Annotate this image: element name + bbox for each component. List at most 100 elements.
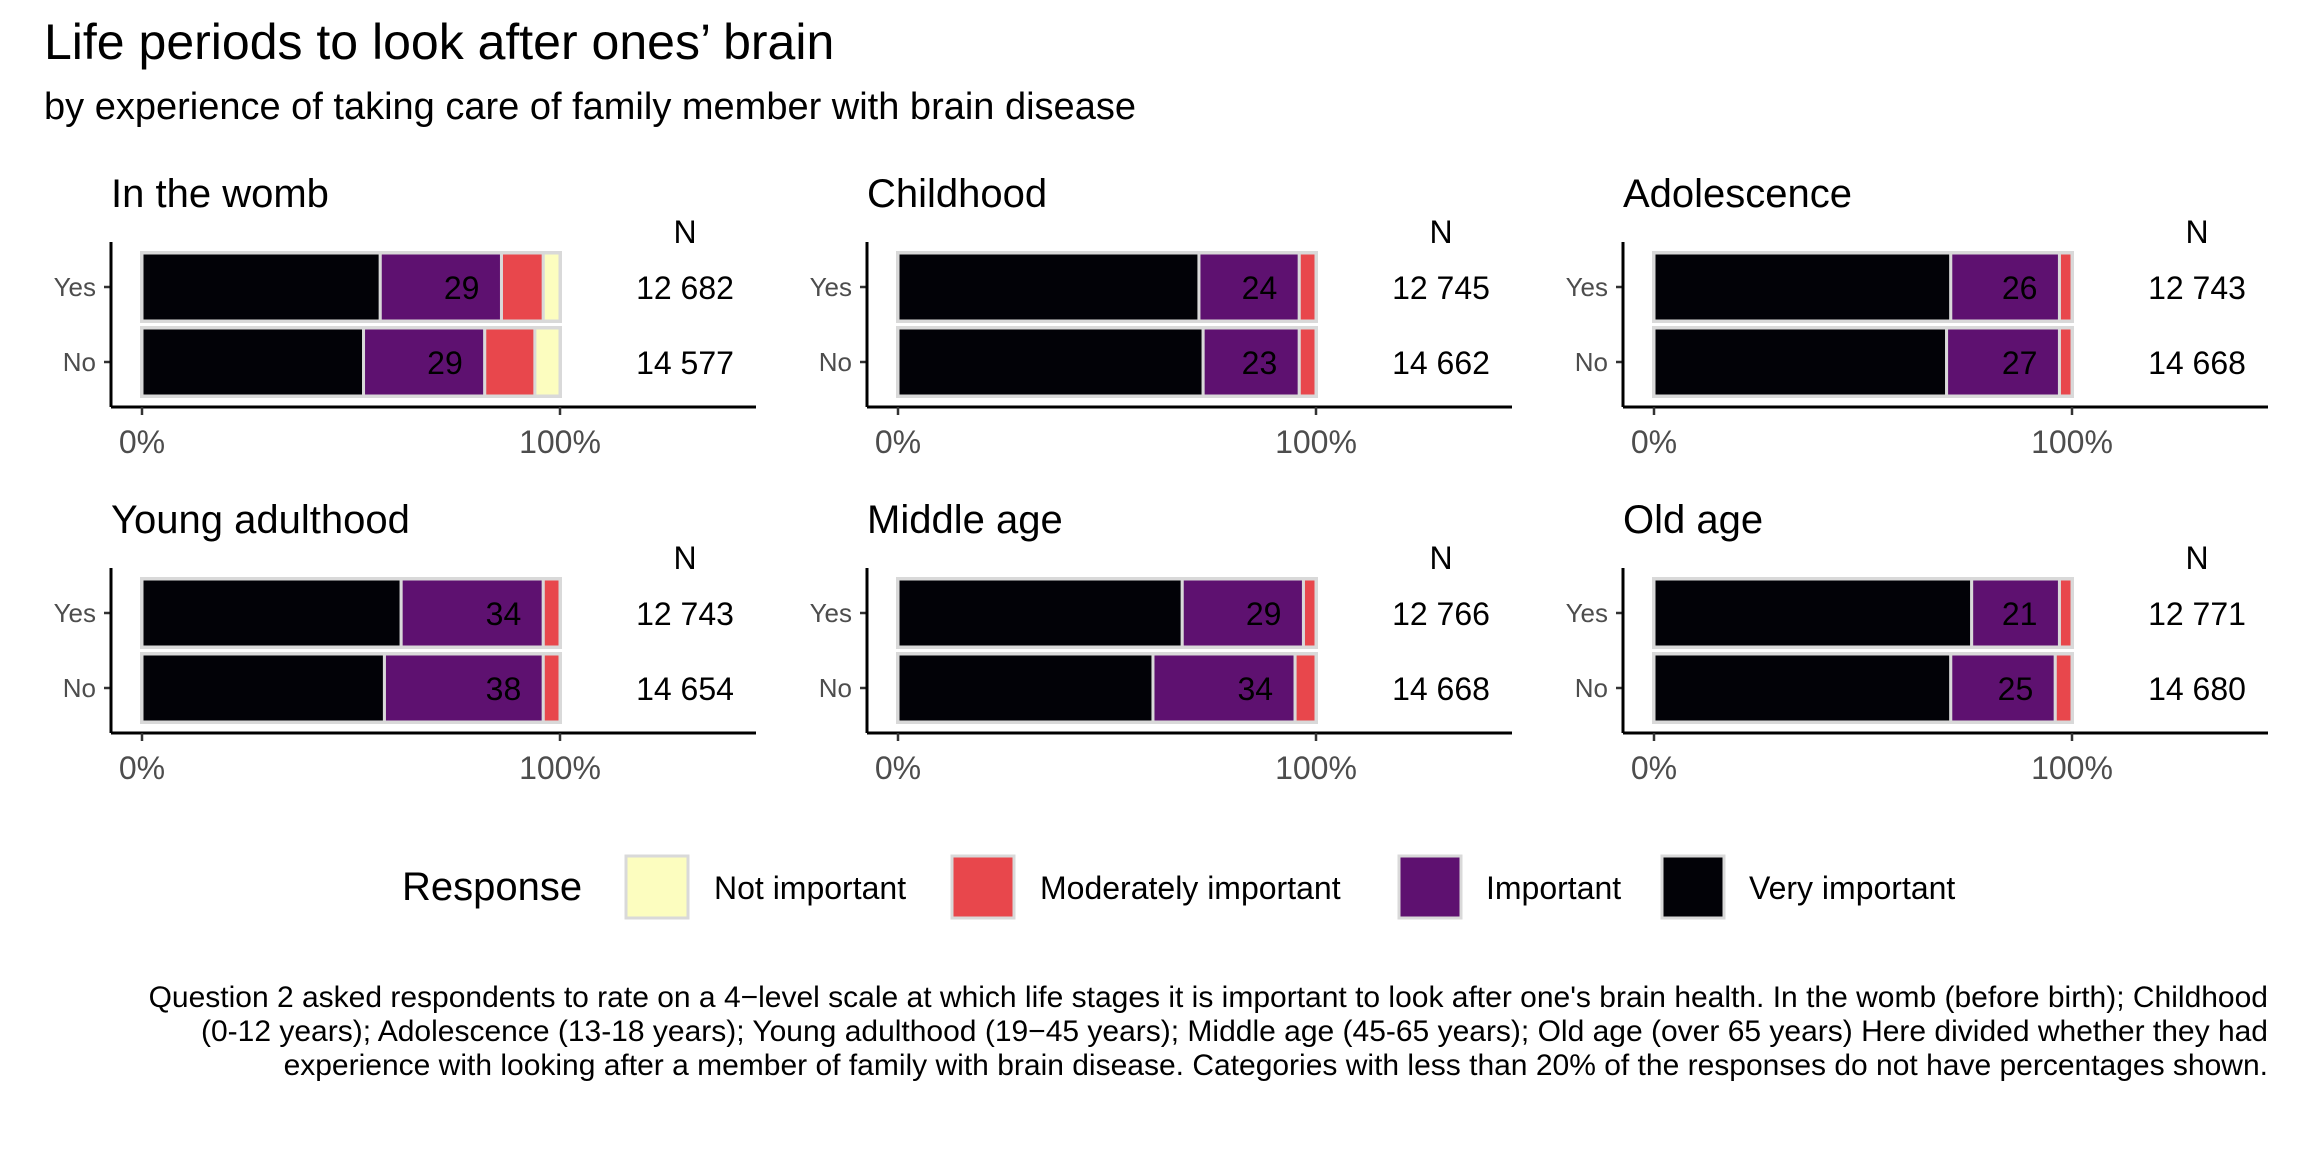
- bar-segment-important: [1949, 652, 2057, 724]
- data-label: 24: [1242, 270, 1278, 306]
- x-tick-label: 100%: [519, 424, 601, 460]
- n-header: N: [2185, 540, 2208, 576]
- x-tick-label: 0%: [875, 750, 921, 786]
- bar-segment-moderately-important: [1297, 251, 1318, 323]
- y-tick-label: No: [1575, 347, 1608, 377]
- y-tick-label: Yes: [810, 598, 852, 628]
- data-label: 29: [444, 270, 480, 306]
- n-value: 14 662: [1392, 345, 1490, 381]
- x-tick-label: 100%: [1275, 750, 1357, 786]
- panel-title: In the womb: [111, 172, 329, 216]
- y-tick-label: No: [63, 673, 96, 703]
- bar-segment-very-important: [896, 326, 1205, 398]
- y-tick-label: Yes: [1566, 598, 1608, 628]
- x-tick-label: 100%: [2031, 424, 2113, 460]
- legend-key-very-important: [1660, 854, 1726, 920]
- x-tick-label: 100%: [2031, 750, 2113, 786]
- n-header: N: [1429, 540, 1452, 576]
- panel-title: Adolescence: [1623, 172, 1852, 216]
- y-tick-label: Yes: [54, 272, 96, 302]
- bar-segment-very-important: [140, 326, 366, 398]
- bar-segment-important: [1949, 251, 2061, 323]
- n-value: 12 771: [2148, 596, 2246, 632]
- n-value: 14 668: [2148, 345, 2246, 381]
- legend-key-moderately-important: [950, 854, 1016, 920]
- n-header: N: [673, 214, 696, 250]
- chart-title: Life periods to look after ones’ brain: [44, 14, 835, 70]
- bar-segment-very-important: [1652, 577, 1974, 649]
- x-tick-label: 100%: [519, 750, 601, 786]
- bar-segment-important: [362, 326, 487, 398]
- data-label: 21: [2002, 596, 2038, 632]
- bar-segment-very-important: [1652, 251, 1953, 323]
- data-label: 34: [486, 596, 522, 632]
- n-header: N: [1429, 214, 1452, 250]
- bar-segment-not-important: [533, 326, 562, 398]
- x-tick-label: 0%: [119, 424, 165, 460]
- panel-title: Old age: [1623, 498, 1763, 542]
- legend-key-important: [1397, 854, 1463, 920]
- y-tick-label: Yes: [1566, 272, 1608, 302]
- panel-childhood: Childhood N 24 Yes 12 745 23 No 14 662 0% 100%: [810, 172, 1512, 460]
- n-value: 12 743: [636, 596, 734, 632]
- panel-in-the-womb: In the womb N 29 Yes 12 682 29 No 14 577 0% 100%: [54, 172, 756, 460]
- n-value: 14 654: [636, 671, 734, 707]
- n-value: 14 680: [2148, 671, 2246, 707]
- y-tick-label: No: [1575, 673, 1608, 703]
- n-value: 12 682: [636, 270, 734, 306]
- bar-segment-important: [1180, 577, 1305, 649]
- x-tick-label: 0%: [119, 750, 165, 786]
- data-label: 25: [1998, 671, 2034, 707]
- bar-segment-moderately-important: [2057, 326, 2074, 398]
- bar-segment-moderately-important: [1297, 326, 1318, 398]
- bar-segment-important: [1197, 251, 1301, 323]
- bar-segment-very-important: [896, 577, 1184, 649]
- x-tick-label: 0%: [1631, 424, 1677, 460]
- y-tick-label: No: [819, 673, 852, 703]
- bar-segment-very-important: [140, 577, 403, 649]
- bar-segment-important: [378, 251, 503, 323]
- legend-label: Important: [1486, 870, 1621, 906]
- bar-segment-very-important: [140, 251, 382, 323]
- bar-segment-very-important: [1652, 326, 1949, 398]
- legend-label: Not important: [714, 870, 906, 906]
- x-tick-label: 100%: [1275, 424, 1357, 460]
- panel-old-age: Old age N 21 Yes 12 771 25 No 14 680 0% 100%: [1566, 498, 2268, 786]
- bar-segment-moderately-important: [2057, 251, 2074, 323]
- x-tick-label: 0%: [875, 424, 921, 460]
- bar-segment-not-important: [541, 251, 562, 323]
- data-label: 34: [1238, 671, 1274, 707]
- bar-segment-very-important: [896, 251, 1201, 323]
- y-tick-label: No: [63, 347, 96, 377]
- bar-segment-very-important: [1652, 652, 1953, 724]
- data-label: 26: [2002, 270, 2038, 306]
- bar-segment-important: [399, 577, 545, 649]
- data-label: 27: [2002, 345, 2038, 381]
- bar-segment-moderately-important: [2053, 652, 2074, 724]
- panel-young-adulthood: Young adulthood N 34 Yes 12 743 38 No 14 654 0% 1…: [54, 498, 756, 786]
- panel-title: Middle age: [867, 498, 1063, 542]
- panel-title: Young adulthood: [111, 498, 410, 542]
- chart-subtitle: by experience of taking care of family m…: [44, 86, 1136, 128]
- x-tick-label: 0%: [1631, 750, 1677, 786]
- chart-caption: Question 2 asked respondents to rate on …: [148, 981, 2268, 1082]
- legend-title: Response: [402, 865, 582, 909]
- data-label: 29: [1246, 596, 1282, 632]
- bar-segment-very-important: [140, 652, 386, 724]
- legend: Response Not important Moderately importan…: [402, 854, 1955, 920]
- y-tick-label: No: [819, 347, 852, 377]
- n-value: 12 743: [2148, 270, 2246, 306]
- bar-segment-moderately-important: [2057, 577, 2074, 649]
- bar-segment-moderately-important: [1301, 577, 1318, 649]
- n-header: N: [2185, 214, 2208, 250]
- legend-label: Moderately important: [1040, 870, 1341, 906]
- bar-segment-moderately-important: [541, 652, 562, 724]
- bar-segment-moderately-important: [483, 326, 537, 398]
- legend-key-not-important: [624, 854, 690, 920]
- bar-segment-moderately-important: [1293, 652, 1318, 724]
- n-header: N: [673, 540, 696, 576]
- panel-adolescence: Adolescence N 26 Yes 12 743 27 No 14 668 0% 100%: [1566, 172, 2268, 460]
- n-value: 14 577: [636, 345, 734, 381]
- bar-segment-moderately-important: [541, 577, 562, 649]
